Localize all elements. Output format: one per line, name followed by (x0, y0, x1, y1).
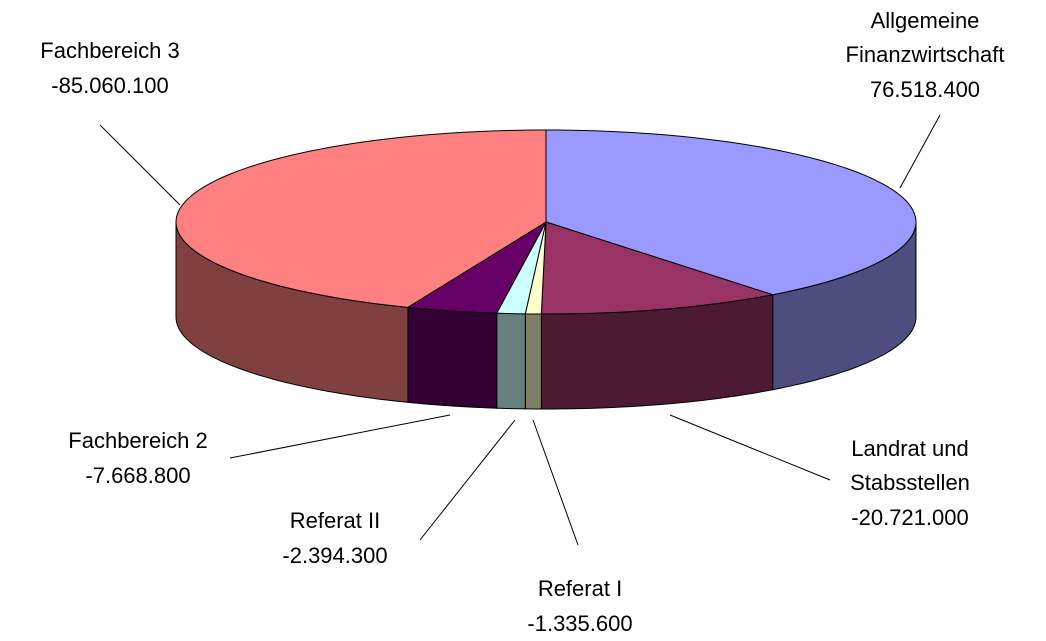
slice (540, 221, 773, 315)
leader-line (532, 419, 579, 546)
value-label: -7.668.800 (85, 463, 190, 488)
leader-line (669, 414, 831, 481)
slice (545, 129, 917, 296)
slice-label: Allgemeine Finanzwirtschaft (846, 8, 1005, 67)
slice-side (524, 313, 542, 410)
slice-side (496, 312, 526, 410)
slice-side (407, 306, 498, 409)
leader-line (899, 114, 941, 189)
slice (175, 129, 547, 308)
slice-label: Fachbereich 3 (40, 38, 179, 63)
slice-label: Fachbereich 2 (68, 428, 207, 453)
slice-label: Landrat und Stabsstellen (850, 436, 970, 495)
slice (406, 220, 548, 314)
leader-line (419, 419, 516, 541)
leader-line (99, 124, 181, 206)
value-label: 76.518.400 (870, 77, 980, 102)
value-label: -85.060.100 (51, 73, 168, 98)
value-label: -20.721.000 (851, 505, 968, 530)
slice-label: Referat I (538, 576, 622, 601)
slice-label: Referat II (290, 508, 380, 533)
value-label: -2.394.300 (282, 543, 387, 568)
value-label: -1.335.600 (527, 611, 632, 636)
leader-line (229, 414, 451, 459)
